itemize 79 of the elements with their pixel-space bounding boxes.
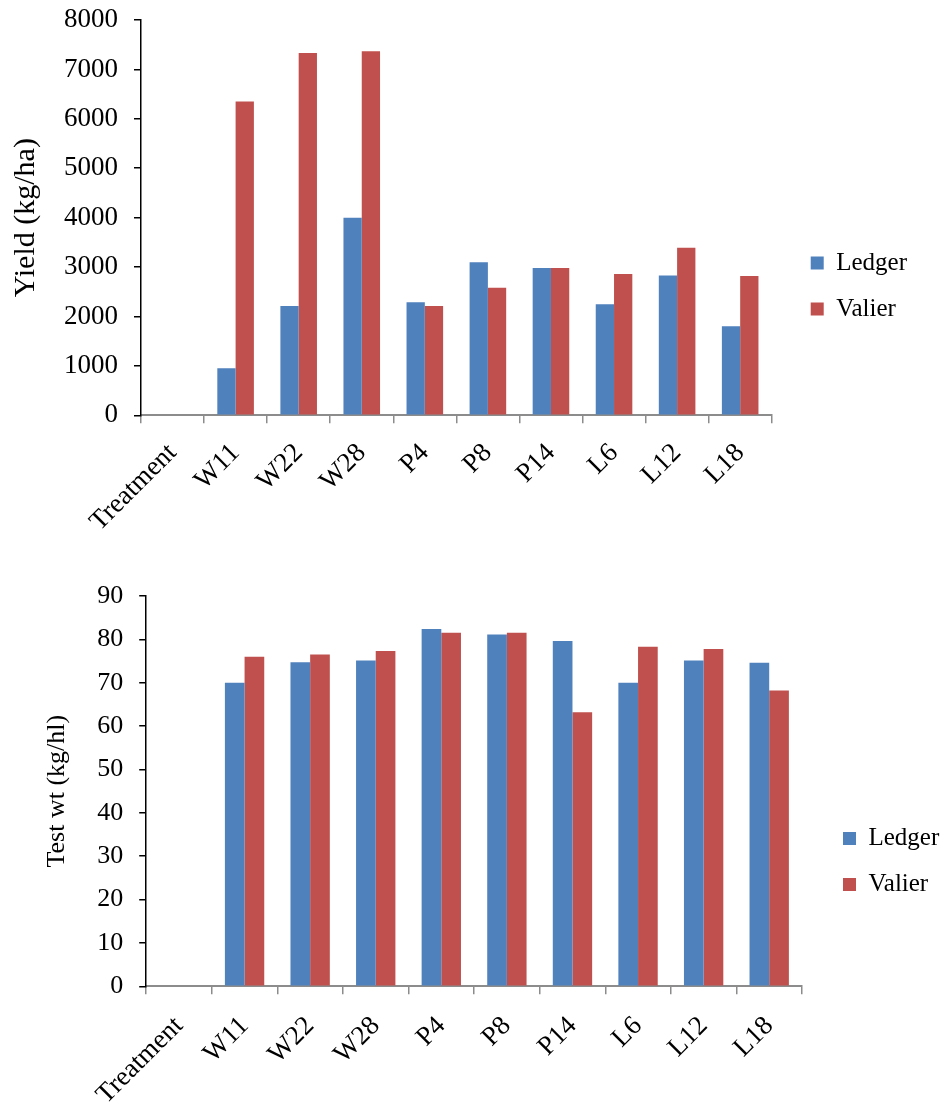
bar [290, 662, 311, 986]
x-tick-label: P8 [474, 1009, 517, 1052]
bar [572, 712, 593, 986]
bar [343, 217, 362, 415]
x-tick-label: W22 [249, 436, 308, 496]
bar [224, 682, 245, 986]
x-tick-label: W28 [312, 436, 372, 496]
bar [614, 273, 633, 415]
y-tick-label: 6000 [64, 101, 118, 132]
legend-label: Ledger [868, 823, 940, 851]
x-tick-label: W11 [196, 1009, 254, 1068]
x-tick-label: W22 [261, 1009, 320, 1069]
bar [703, 648, 724, 986]
bar [740, 275, 759, 415]
bar [406, 302, 425, 415]
bar [244, 656, 265, 986]
bar [595, 304, 615, 415]
bar [361, 51, 381, 415]
bar [424, 306, 444, 415]
y-tick-label: 40 [97, 796, 124, 826]
legend-label: Valier [836, 293, 897, 321]
x-tick-label: P14 [509, 436, 561, 488]
x-tick-label: L12 [634, 436, 687, 489]
bar [749, 662, 770, 986]
y-tick-label: 8000 [64, 3, 118, 34]
y-tick-label: 5000 [64, 151, 118, 182]
bar [769, 690, 789, 986]
legend-label: Valier [868, 869, 929, 897]
y-tick-label: 70 [97, 666, 124, 696]
bar [441, 632, 461, 986]
bar [280, 306, 299, 415]
bar [552, 641, 573, 986]
bar [487, 634, 507, 986]
x-tick-label: W28 [326, 1009, 385, 1069]
x-tick-label: L6 [604, 1009, 648, 1053]
bar [217, 368, 236, 415]
x-tick-label: W11 [187, 436, 245, 495]
bar [658, 275, 678, 415]
y-tick-label: 1000 [64, 348, 118, 379]
bar [487, 287, 507, 415]
bar [469, 262, 488, 415]
y-tick-label: 0 [110, 970, 124, 1000]
y-tick-label: 7000 [64, 52, 118, 83]
bar [421, 628, 442, 986]
x-tick-label: P4 [409, 1009, 451, 1052]
bar [683, 660, 704, 986]
y-tick-label: 20 [97, 883, 124, 913]
bar [721, 326, 741, 415]
x-tick-label: L18 [697, 436, 750, 489]
y-tick-label: 2000 [64, 299, 118, 330]
bar [532, 268, 551, 415]
bar [298, 53, 317, 415]
x-tick-label: P14 [530, 1009, 583, 1061]
bar [550, 268, 570, 415]
x-tick-label: L12 [660, 1009, 713, 1062]
bar [235, 101, 254, 415]
bar [310, 654, 330, 986]
y-tick-label: 50 [97, 753, 124, 783]
x-tick-label: P8 [455, 436, 498, 479]
x-tick-label: L6 [580, 436, 624, 480]
bar [677, 247, 696, 415]
y-tick-label: 10 [97, 926, 124, 956]
y-axis-title: Yield (kg/ha) [6, 138, 41, 298]
bar [356, 660, 376, 986]
y-axis-title: Test wt (kg/hl) [41, 714, 71, 868]
y-tick-label: 30 [97, 840, 124, 870]
y-tick-label: 0 [104, 398, 118, 429]
x-tick-label: P4 [392, 436, 435, 479]
y-tick-label: 3000 [64, 250, 118, 281]
bar [506, 632, 527, 986]
y-tick-label: 80 [97, 623, 124, 653]
x-tick-label: L18 [726, 1009, 779, 1062]
legend-label: Ledger [836, 247, 908, 275]
bar [375, 651, 396, 986]
y-tick-label: 4000 [64, 200, 118, 231]
bar [638, 646, 658, 986]
y-tick-label: 90 [97, 579, 124, 609]
bar [618, 682, 639, 986]
y-tick-label: 60 [97, 709, 124, 739]
